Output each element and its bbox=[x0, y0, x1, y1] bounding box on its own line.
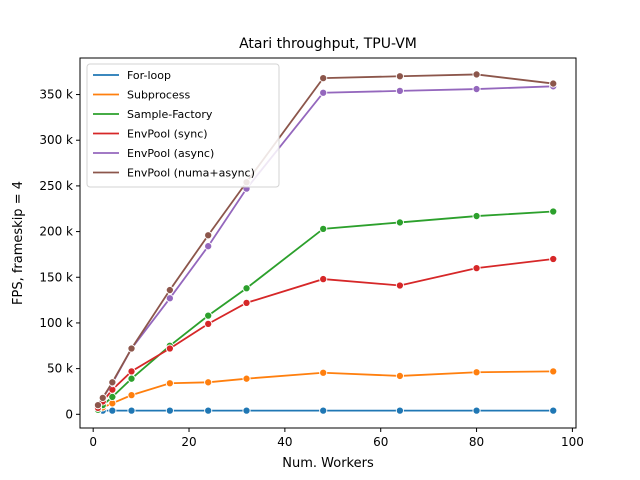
series-line bbox=[97, 370, 554, 411]
data-point bbox=[204, 311, 213, 320]
data-point bbox=[127, 406, 136, 415]
legend-label: Subprocess bbox=[127, 89, 190, 102]
plot-area bbox=[93, 70, 558, 415]
data-point bbox=[165, 344, 174, 353]
x-tick-label: 40 bbox=[277, 435, 292, 449]
series-line bbox=[97, 210, 554, 411]
chart-title: Atari throughput, TPU-VM bbox=[239, 36, 417, 52]
y-axis: 0 50 k 100 k 150 k 200 k 250 k 300 k 350 k bbox=[39, 88, 80, 421]
series-envpool-numa-async bbox=[93, 70, 558, 410]
data-point bbox=[319, 275, 328, 284]
y-tick-label: 50 k bbox=[47, 362, 73, 376]
data-point bbox=[395, 406, 404, 415]
data-point bbox=[549, 254, 558, 264]
data-point bbox=[395, 281, 404, 290]
data-point bbox=[98, 393, 107, 402]
series-sample-factory bbox=[93, 207, 558, 414]
series-for-loop bbox=[93, 406, 558, 415]
data-point bbox=[242, 406, 251, 415]
data-point bbox=[204, 319, 213, 328]
axes-frame bbox=[79, 57, 577, 429]
legend-label: For-loop bbox=[127, 69, 171, 82]
data-point bbox=[319, 406, 328, 415]
data-point bbox=[319, 88, 328, 97]
data-point bbox=[549, 406, 558, 415]
data-point bbox=[127, 391, 136, 400]
data-point bbox=[165, 294, 174, 303]
data-point bbox=[127, 374, 136, 383]
data-point bbox=[108, 392, 117, 401]
x-tick-label: 20 bbox=[181, 435, 196, 449]
data-point bbox=[319, 224, 328, 233]
legend: For-loop Subprocess Sample-Factory EnvPool … bbox=[86, 63, 280, 188]
y-tick-label: 350 k bbox=[39, 88, 73, 102]
y-tick-label: 200 k bbox=[39, 225, 73, 239]
x-axis: 0 20 40 60 80 100 bbox=[89, 428, 584, 449]
legend-box bbox=[86, 63, 280, 188]
data-point bbox=[242, 298, 251, 307]
data-point bbox=[472, 264, 481, 273]
y-tick-label: 150 k bbox=[39, 270, 73, 284]
y-tick-label: 250 k bbox=[39, 179, 73, 193]
legend-label: Sample-Factory bbox=[127, 108, 213, 121]
data-point bbox=[549, 207, 558, 216]
y-tick-label: 100 k bbox=[39, 316, 73, 330]
data-point bbox=[108, 378, 117, 387]
legend-label: EnvPool (numa+async) bbox=[127, 167, 255, 180]
data-point bbox=[472, 85, 481, 94]
data-point bbox=[127, 344, 136, 353]
data-point bbox=[472, 211, 481, 221]
data-point bbox=[204, 231, 213, 240]
x-tick-label: 0 bbox=[89, 435, 97, 449]
data-point bbox=[395, 86, 404, 95]
data-point bbox=[93, 401, 103, 410]
y-tick-label: 0 bbox=[65, 407, 73, 421]
data-point bbox=[319, 368, 328, 377]
x-tick-label: 60 bbox=[373, 435, 388, 449]
data-point bbox=[242, 374, 251, 383]
y-axis-label: FPS, frameskip = 4 bbox=[11, 181, 26, 305]
legend-label: EnvPool (async) bbox=[127, 147, 214, 160]
data-point bbox=[395, 218, 404, 227]
series-envpool-sync bbox=[93, 254, 558, 412]
data-point bbox=[472, 406, 481, 415]
series-subprocess bbox=[93, 367, 558, 415]
x-tick-label: 100 bbox=[561, 435, 584, 449]
data-point bbox=[127, 367, 136, 376]
data-point bbox=[549, 367, 558, 376]
data-point bbox=[108, 406, 117, 415]
data-point bbox=[395, 371, 404, 380]
data-point bbox=[395, 72, 404, 81]
data-point bbox=[165, 406, 174, 415]
data-point bbox=[472, 368, 481, 377]
data-point bbox=[165, 379, 174, 388]
data-point bbox=[204, 242, 213, 251]
data-point bbox=[204, 378, 213, 387]
y-tick-label: 300 k bbox=[39, 133, 73, 147]
data-point bbox=[472, 70, 481, 79]
data-point bbox=[165, 285, 174, 295]
x-tick-label: 80 bbox=[469, 435, 484, 449]
data-point bbox=[319, 74, 328, 83]
data-point bbox=[242, 284, 251, 293]
legend-label: EnvPool (sync) bbox=[127, 128, 208, 141]
data-point bbox=[549, 79, 558, 88]
x-axis-label: Num. Workers bbox=[282, 456, 374, 471]
data-point bbox=[204, 406, 213, 415]
